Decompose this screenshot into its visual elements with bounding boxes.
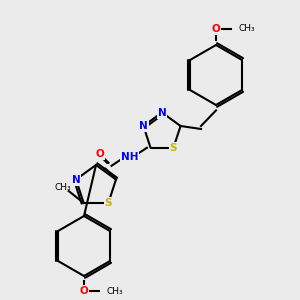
Text: N: N (72, 175, 80, 184)
Text: NH: NH (121, 152, 138, 162)
Text: N: N (158, 107, 166, 118)
Text: S: S (105, 198, 112, 208)
Text: O: O (80, 286, 88, 296)
Text: CH₃: CH₃ (54, 184, 71, 193)
Text: CH₃: CH₃ (238, 24, 255, 33)
Text: O: O (212, 23, 220, 34)
Text: N: N (139, 121, 148, 131)
Text: CH₃: CH₃ (106, 286, 123, 296)
Text: O: O (95, 149, 104, 159)
Text: S: S (170, 143, 177, 153)
